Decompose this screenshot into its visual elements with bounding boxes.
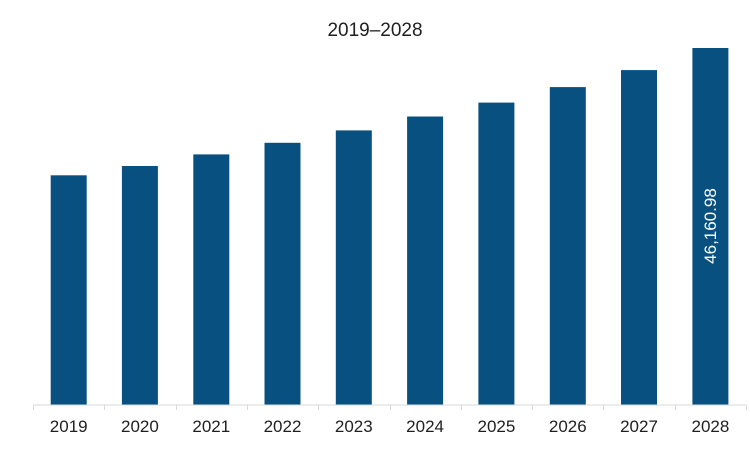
bar-2019 bbox=[50, 175, 87, 405]
data-label-2028: 46,160.98 bbox=[701, 188, 720, 264]
data-labels: 46,160.98 bbox=[701, 188, 720, 264]
x-tick-label-2028: 2028 bbox=[691, 417, 729, 436]
x-ticks-group bbox=[33, 405, 747, 410]
x-tick-label-2019: 2019 bbox=[50, 417, 88, 436]
x-tick-label-2024: 2024 bbox=[406, 417, 444, 436]
bar-2026 bbox=[549, 87, 586, 405]
bar-2027 bbox=[621, 70, 657, 405]
bar-2020 bbox=[121, 166, 158, 405]
x-tick-labels: 2019 2020 2021 2022 2023 2024 2025 2026 2027 2028 bbox=[50, 417, 730, 436]
x-tick-label-2026: 2026 bbox=[549, 417, 587, 436]
bar-2028 bbox=[692, 48, 729, 405]
x-tick-label-2023: 2023 bbox=[335, 417, 373, 436]
x-tick-label-2027: 2027 bbox=[620, 417, 658, 436]
bar-2022 bbox=[264, 142, 301, 406]
chart-title: 2019–2028 bbox=[327, 20, 422, 41]
bar-2024 bbox=[407, 116, 444, 405]
x-tick-label-2025: 2025 bbox=[477, 417, 515, 436]
x-tick-label-2022: 2022 bbox=[264, 417, 302, 436]
bars-group bbox=[50, 48, 729, 406]
bar-2025 bbox=[478, 102, 515, 405]
x-tick-label-2020: 2020 bbox=[121, 417, 159, 436]
bar-2023 bbox=[335, 130, 372, 405]
bar-2021 bbox=[193, 154, 230, 405]
x-tick-label-2021: 2021 bbox=[192, 417, 230, 436]
